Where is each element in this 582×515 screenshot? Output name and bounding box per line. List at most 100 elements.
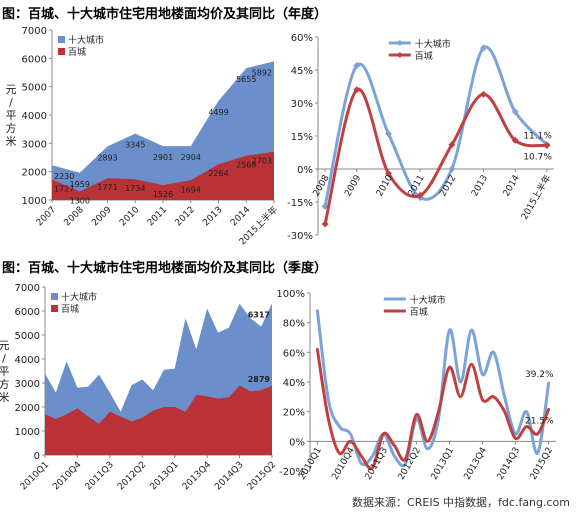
series-marker-top10	[511, 108, 519, 116]
x-tick-label: 2012	[438, 174, 458, 199]
y-tick-label: 3000	[15, 379, 40, 390]
legend-swatch-top10	[58, 36, 65, 43]
y-tick-label: 4000	[22, 111, 47, 122]
x-tick-label: 2012Q2	[116, 460, 148, 492]
legend-swatch-top10	[51, 293, 58, 300]
legend-label-top10: 十大城市	[68, 34, 104, 46]
y-axis-label-char: /	[2, 352, 6, 365]
data-label: 1526	[153, 190, 173, 199]
legend-marker	[396, 52, 403, 58]
annotation-hundred: 2879	[248, 375, 271, 384]
x-tick-label: 2010Q1	[297, 446, 324, 482]
annual-chart-title: 图：百城、十大城市住宅用地楼面均价及其同比（年度）	[2, 7, 328, 22]
x-tick-label: 2015上半年	[518, 173, 553, 222]
y-axis-label-char: 元	[6, 83, 17, 96]
y-tick-label: 100%	[276, 289, 305, 300]
data-label: 1771	[97, 183, 117, 192]
y-tick-label: -30%	[287, 231, 313, 242]
legend-marker	[396, 40, 403, 46]
annotation-top10: 11.1%	[523, 132, 552, 142]
legend-label-top10: 十大城市	[410, 294, 446, 306]
series-marker-hundred	[448, 141, 456, 149]
series-marker-hundred	[321, 220, 329, 228]
x-tick-label: 2009	[90, 205, 113, 228]
y-tick-label: 20%	[283, 408, 305, 419]
area-hundred	[45, 385, 272, 455]
x-tick-label: 2013	[201, 205, 224, 228]
y-axis-label-char: 米	[0, 391, 10, 404]
y-tick-label: 1000	[22, 196, 47, 207]
y-tick-label: 45%	[291, 66, 313, 77]
y-axis-label-char: 方	[0, 377, 10, 391]
y-tick-label: 0	[34, 451, 40, 462]
legend-label-top10: 十大城市	[61, 291, 97, 303]
annotation-top10: 39.2%	[525, 370, 554, 380]
legend-label-hundred: 百城	[61, 304, 79, 315]
series-marker-hundred	[511, 136, 519, 144]
y-tick-label: 7000	[15, 283, 40, 294]
y-tick-label: 15%	[291, 132, 313, 143]
legend-label-hundred: 百城	[68, 47, 86, 58]
quarterly-yoy: -20% 0% 20% 40% 60% 80% 100% 39.2% 21.5% 2010Q1 20…	[276, 289, 556, 482]
annual-price: 1000 2000 3000 4000 5000 6000 7000 元/平方米 2230195…	[6, 26, 281, 247]
y-tick-label: 6000	[15, 307, 40, 318]
data-label: 2568	[236, 161, 256, 170]
y-tick-label: 3000	[22, 139, 47, 150]
y-tick-label: 6000	[22, 54, 47, 65]
data-label: 2901	[153, 153, 173, 162]
series-marker-hundred	[480, 90, 488, 98]
x-tick-label: 2014	[229, 205, 252, 228]
data-label: 2230	[54, 172, 74, 181]
y-tick-label: 0%	[289, 437, 305, 448]
y-tick-label: 80%	[283, 319, 305, 330]
data-label: 3345	[125, 141, 145, 150]
data-label: 2904	[181, 153, 201, 162]
data-label: 1727	[54, 184, 74, 193]
x-tick-label: 2012	[174, 205, 197, 228]
x-tick-label: 2011	[146, 205, 169, 228]
series-line-hundred	[315, 347, 551, 471]
series-marker-hundred	[384, 169, 392, 177]
y-tick-label: 7000	[22, 26, 47, 37]
y-tick-label: 0%	[297, 165, 313, 176]
x-tick-label: 2013	[470, 174, 490, 199]
y-tick-label: 5000	[22, 83, 47, 94]
annotation-hundred: 21.5%	[525, 416, 554, 426]
series-marker-top10	[353, 62, 361, 70]
y-tick-label: 60%	[291, 33, 313, 44]
x-tick-label: 2010Q1	[19, 460, 51, 492]
x-tick-label: 2010	[375, 173, 395, 198]
y-axis-label-char: 米	[6, 135, 17, 148]
x-tick-label: 2013Q1	[430, 446, 457, 482]
x-tick-label: 2014Q3	[496, 446, 523, 482]
y-tick-label: 2000	[15, 403, 40, 414]
data-label: 5655	[236, 75, 256, 84]
quarterly-price: 0 1000 2000 3000 4000 5000 6000 7000 元/平方米 6317 28…	[0, 283, 278, 492]
x-tick-label: 2013Q4	[181, 460, 214, 493]
series-marker-hundred	[353, 86, 361, 94]
y-tick-label: 4000	[15, 355, 40, 366]
y-tick-label: 60%	[283, 348, 305, 359]
series-marker-top10	[384, 130, 392, 138]
data-label: 1734	[125, 184, 145, 193]
y-tick-label: 1000	[15, 427, 40, 438]
x-tick-label: 2009	[343, 173, 363, 198]
annotation-top10: 6317	[248, 310, 270, 319]
legend-label-hundred: 百城	[410, 307, 428, 318]
annotation-hundred: 10.7%	[523, 152, 552, 162]
x-tick-label: 2010Q4	[51, 460, 84, 493]
y-tick-label: -20%	[279, 467, 305, 478]
legend-label-hundred: 百城	[415, 51, 433, 62]
y-tick-label: 2000	[22, 168, 47, 179]
data-source-note: 数据来源：CREIS 中指数据，fdc.fang.com	[352, 496, 570, 509]
area-hundred	[52, 151, 274, 200]
x-tick-label: 2010	[118, 205, 141, 228]
quarterly-chart-title: 图：百城、十大城市住宅用地楼面均价及其同比（季度）	[2, 261, 328, 276]
x-tick-label: 2015Q2	[529, 446, 556, 482]
series-marker-hundred	[416, 191, 424, 199]
x-tick-label: 2008	[63, 205, 86, 228]
x-tick-label: 2015Q2	[246, 460, 278, 492]
legend-swatch-hundred	[58, 48, 65, 55]
y-axis-label-char: /	[9, 96, 13, 109]
